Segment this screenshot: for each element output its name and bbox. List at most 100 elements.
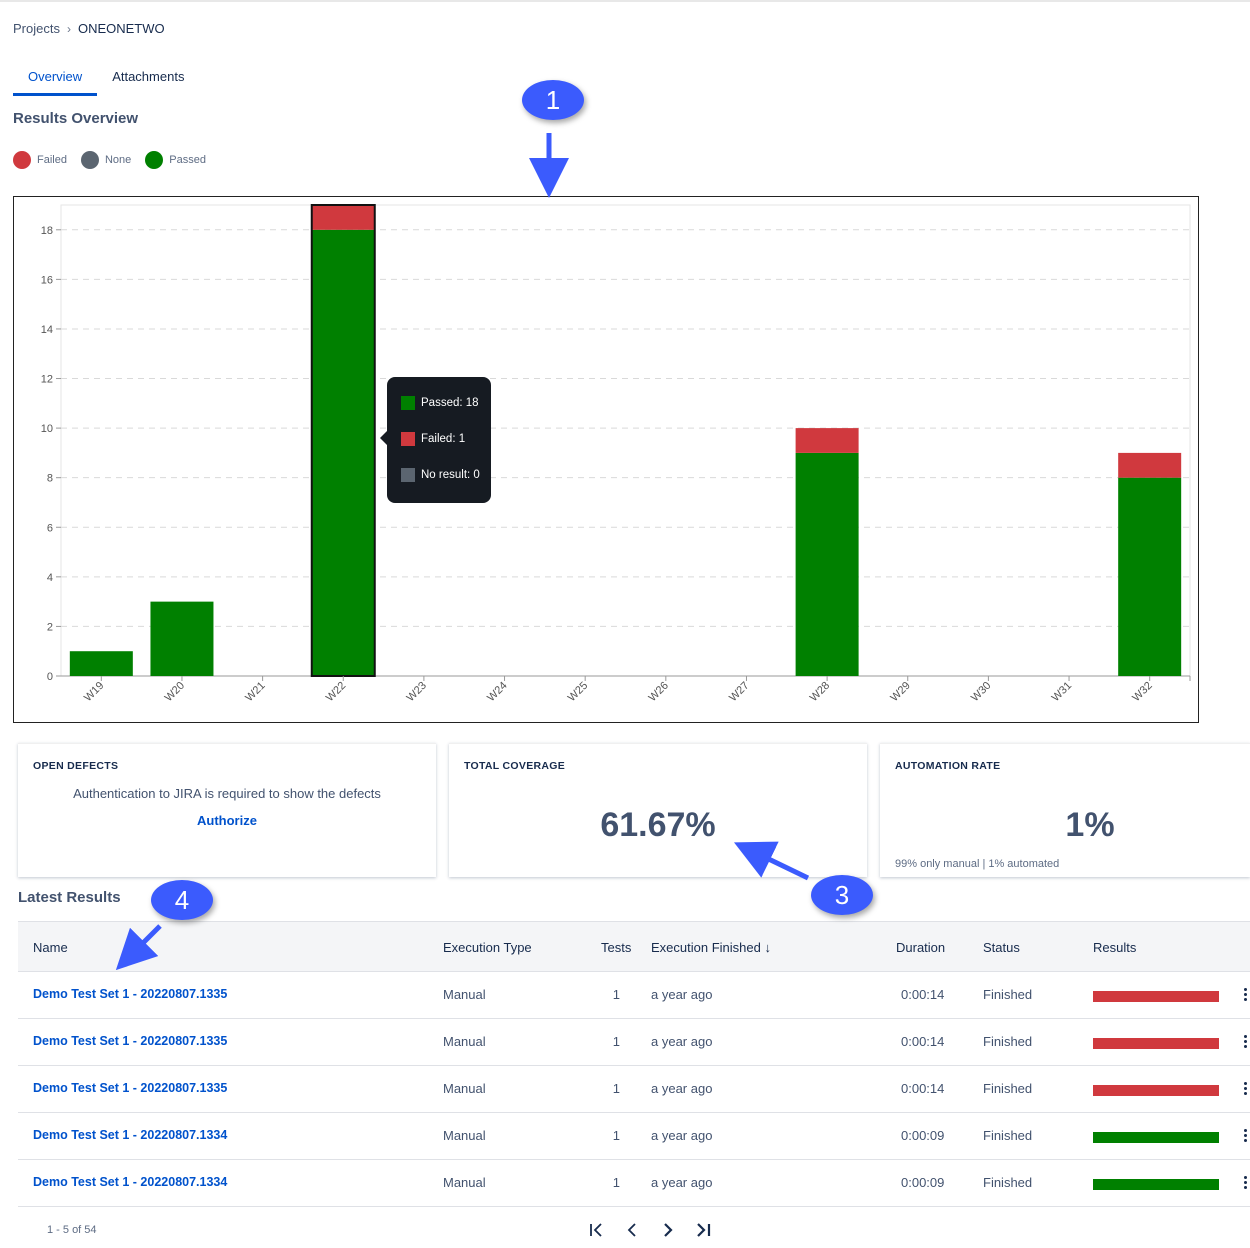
- column-header-status[interactable]: Status: [983, 940, 1020, 955]
- column-header-name[interactable]: Name: [33, 940, 68, 955]
- tooltip-row-none: No result: 0: [401, 457, 491, 493]
- column-header-tests[interactable]: Tests: [601, 940, 632, 955]
- test-set-name-link[interactable]: Demo Test Set 1 - 20220807.1335: [33, 987, 228, 1001]
- results-overview-title: Results Overview: [13, 110, 139, 127]
- column-header-duration[interactable]: Duration: [896, 940, 946, 955]
- y-tick-label: 8: [47, 473, 53, 485]
- x-tick-label: W21: [243, 680, 267, 704]
- bar-passed: [69, 651, 133, 676]
- legend-label: None: [104, 154, 132, 166]
- bar-failed: [795, 428, 859, 453]
- x-tick-label: W20: [163, 680, 187, 704]
- y-tick-label: 16: [41, 274, 53, 286]
- test-set-name-link[interactable]: Demo Test Set 1 - 20220807.1334: [33, 1128, 228, 1142]
- column-header-execution-finished[interactable]: Execution Finished ↓: [651, 940, 771, 955]
- annotation-callout-1: 1: [522, 80, 584, 120]
- duration: 0:00:09: [901, 1175, 945, 1190]
- execution-finished: a year ago: [651, 1034, 713, 1049]
- passed-swatch-icon: [401, 396, 415, 410]
- plot-frame: [60, 204, 1191, 677]
- bar-failed: [311, 205, 375, 230]
- breadcrumb: Projects › ONEONETWO: [13, 21, 165, 36]
- table-row[interactable]: Demo Test Set 1 - 20220807.1334 Manual 1 a …: [18, 1160, 1250, 1207]
- more-options-icon[interactable]: [1240, 1174, 1250, 1194]
- first-page-icon[interactable]: [586, 1220, 606, 1242]
- tests-count: 1: [612, 987, 620, 1002]
- x-tick-label: W27: [727, 680, 751, 704]
- open-defects-message: Authentication to JIRA is required to sh…: [73, 786, 381, 801]
- table-body: Demo Test Set 1 - 20220807.1335 Manual 1 a …: [18, 972, 1250, 1207]
- legend-item-none[interactable]: None: [80, 151, 132, 169]
- y-tick-label: 4: [47, 572, 53, 584]
- table-row[interactable]: Demo Test Set 1 - 20220807.1335 Manual 1 a …: [18, 972, 1250, 1019]
- last-page-icon[interactable]: [694, 1220, 714, 1242]
- legend-item-passed[interactable]: Passed: [145, 151, 206, 169]
- table-row[interactable]: Demo Test Set 1 - 20220807.1335 Manual 1 a …: [18, 1066, 1250, 1113]
- tests-count: 1: [612, 1175, 620, 1190]
- result-bar: [1093, 991, 1219, 1002]
- column-header-execution-type[interactable]: Execution Type: [443, 940, 532, 955]
- execution-type: Manual: [443, 1128, 486, 1143]
- table-row[interactable]: Demo Test Set 1 - 20220807.1334 Manual 1 a …: [18, 1113, 1250, 1160]
- next-page-icon[interactable]: [658, 1220, 678, 1242]
- test-set-name-link[interactable]: Demo Test Set 1 - 20220807.1335: [33, 1081, 228, 1095]
- execution-finished: a year ago: [651, 987, 713, 1002]
- more-options-icon[interactable]: [1240, 1080, 1250, 1100]
- x-tick-label: W19: [82, 680, 106, 704]
- passed-dot-icon: [145, 151, 164, 169]
- more-options-icon[interactable]: [1240, 1127, 1250, 1147]
- card-title: TOTAL COVERAGE: [464, 760, 566, 772]
- more-options-icon[interactable]: [1240, 1033, 1250, 1053]
- x-tick-label: W24: [485, 680, 509, 704]
- test-set-name-link[interactable]: Demo Test Set 1 - 20220807.1334: [33, 1175, 228, 1189]
- failed-swatch-icon: [401, 432, 415, 446]
- legend-item-failed[interactable]: Failed: [13, 151, 67, 169]
- execution-finished: a year ago: [651, 1081, 713, 1096]
- status: Finished: [983, 1128, 1033, 1143]
- total-coverage-card: TOTAL COVERAGE 61.67%: [449, 743, 867, 877]
- tests-count: 1: [612, 1128, 620, 1143]
- execution-finished: a year ago: [651, 1175, 713, 1190]
- duration: 0:00:14: [901, 1081, 945, 1096]
- column-header-results[interactable]: Results: [1093, 940, 1137, 955]
- breadcrumb-current: ONEONETWO: [77, 21, 165, 36]
- tooltip-row-failed: Failed: 1: [401, 421, 491, 457]
- breadcrumb-projects-link[interactable]: Projects: [13, 21, 60, 36]
- y-tick-label: 10: [41, 423, 53, 435]
- column-header-label: Execution Finished: [651, 940, 761, 955]
- latest-results-table: Name Execution Type Tests Execution Fini…: [18, 921, 1250, 1207]
- result-bar: [1093, 1038, 1219, 1049]
- x-tick-label: W25: [566, 680, 590, 704]
- table-row[interactable]: Demo Test Set 1 - 20220807.1335 Manual 1 a …: [18, 1019, 1250, 1066]
- result-bar: [1093, 1132, 1219, 1143]
- x-tick-label: W26: [646, 680, 670, 704]
- annotation-callout-3: 3: [811, 875, 873, 915]
- tests-count: 1: [612, 1081, 620, 1096]
- tooltip-failed-label: Failed: 1: [421, 433, 466, 445]
- none-swatch-icon: [401, 468, 415, 482]
- bar-passed: [311, 229, 375, 676]
- results-chart: 0 2 4 6 8 10 12 14 16 18 W19 W20 W21 W22 W23 W24 W25 W26 W…: [13, 196, 1199, 723]
- bar-passed: [1118, 477, 1182, 676]
- execution-type: Manual: [443, 987, 486, 1002]
- status: Finished: [983, 987, 1033, 1002]
- execution-type: Manual: [443, 1034, 486, 1049]
- chevron-right-icon: ›: [66, 21, 71, 36]
- tooltip-row-passed: Passed: 18: [401, 385, 491, 421]
- more-options-icon[interactable]: [1240, 986, 1250, 1006]
- automation-rate-note: 99% only manual | 1% automated: [895, 858, 1060, 870]
- status: Finished: [983, 1175, 1033, 1190]
- x-tick-label: W28: [808, 680, 832, 704]
- authorize-link[interactable]: Authorize: [197, 813, 257, 828]
- open-defects-card: OPEN DEFECTS Authentication to JIRA is r…: [18, 743, 436, 877]
- tab-overview[interactable]: Overview: [13, 64, 98, 96]
- bar-passed: [150, 601, 214, 676]
- tab-attachments[interactable]: Attachments: [112, 69, 185, 84]
- duration: 0:00:09: [901, 1128, 945, 1143]
- prev-page-icon[interactable]: [622, 1220, 642, 1242]
- test-set-name-link[interactable]: Demo Test Set 1 - 20220807.1335: [33, 1034, 228, 1048]
- y-tick-label: 0: [47, 671, 53, 683]
- top-divider: [0, 0, 1250, 2]
- legend-label: Passed: [169, 154, 206, 166]
- sort-down-arrow-icon: ↓: [764, 940, 771, 955]
